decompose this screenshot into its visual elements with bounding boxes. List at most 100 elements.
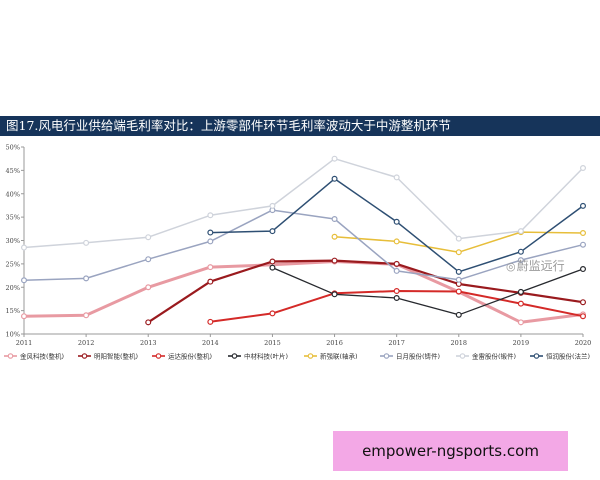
- legend-marker: [383, 353, 390, 359]
- data-point: [455, 235, 462, 242]
- series-line: [23, 157, 584, 249]
- data-point: [83, 239, 90, 246]
- data-point: [393, 267, 400, 274]
- data-point: [331, 155, 338, 162]
- x-tick-label: 2016: [326, 339, 343, 347]
- series-4: [269, 264, 586, 318]
- legend-marker: [231, 353, 238, 359]
- data-point: [331, 291, 338, 298]
- data-point: [331, 175, 338, 182]
- data-point: [269, 264, 276, 271]
- series-8: [207, 175, 586, 275]
- data-point: [579, 165, 586, 172]
- data-point: [207, 238, 214, 245]
- data-point: [455, 288, 462, 295]
- legend-marker: [307, 353, 314, 359]
- data-point: [207, 318, 214, 325]
- legend-marker: [7, 353, 14, 359]
- data-point: [517, 248, 524, 255]
- x-tick-label: 2012: [78, 339, 95, 347]
- y-tick-label: 30%: [6, 237, 20, 245]
- data-point: [207, 212, 214, 219]
- data-point: [579, 313, 586, 320]
- watermark: ◎蔚监远行: [506, 257, 565, 274]
- data-point: [393, 295, 400, 302]
- y-tick-label: 25%: [6, 260, 20, 268]
- data-point: [145, 319, 152, 326]
- data-point: [393, 287, 400, 294]
- x-tick-label: 2018: [451, 339, 468, 347]
- series-1: [21, 258, 586, 326]
- data-point: [517, 319, 524, 326]
- data-point: [517, 228, 524, 235]
- data-point: [145, 284, 152, 291]
- chart-title-bar: 图17.风电行业供给端毛利率对比：上游零部件环节毛利率波动大于中游整机环节: [0, 116, 600, 136]
- data-point: [579, 230, 586, 237]
- data-point: [83, 312, 90, 319]
- data-point: [145, 234, 152, 241]
- legend-marker: [155, 353, 162, 359]
- series-6: [21, 207, 586, 284]
- legend-marker: [533, 353, 540, 359]
- data-point: [21, 313, 28, 320]
- y-tick-label: 50%: [6, 144, 20, 152]
- data-point: [579, 266, 586, 273]
- data-point: [579, 241, 586, 248]
- x-tick-label: 2015: [264, 339, 281, 347]
- chart-axes: 10% 15% 20% 25% 30% 35% 40% 45% 50% 2011 2012 2013 2…: [6, 144, 592, 348]
- data-point: [269, 228, 276, 235]
- data-point: [269, 202, 276, 209]
- y-tick-label: 10%: [6, 331, 20, 339]
- data-point: [269, 310, 276, 317]
- legend-entry: 恒润股份(法兰): [546, 352, 590, 361]
- x-tick-label: 2011: [16, 339, 33, 347]
- data-point: [455, 276, 462, 283]
- watermark-text: 蔚监远行: [516, 259, 565, 273]
- legend-entry: 运达股份(整机): [168, 352, 212, 361]
- legend-marker: [81, 353, 88, 359]
- data-point: [207, 278, 214, 285]
- x-tick-label: 2017: [388, 339, 405, 347]
- legend-entry: 中材科技(叶片): [244, 352, 288, 361]
- series-line: [147, 259, 584, 324]
- data-point: [517, 257, 524, 264]
- y-tick-label: 35%: [6, 214, 20, 222]
- y-tick-label: 20%: [6, 284, 20, 292]
- x-tick-label: 2019: [513, 339, 530, 347]
- data-point: [579, 202, 586, 209]
- data-point: [393, 260, 400, 267]
- series-5: [331, 229, 586, 256]
- data-point: [393, 238, 400, 245]
- site-url-banner[interactable]: empower-ngsports.com: [333, 431, 568, 471]
- legend-entry: 明阳智能(整机): [94, 352, 138, 361]
- data-point: [207, 229, 214, 236]
- legend-entry: 新强联(轴承): [320, 352, 358, 361]
- legend-entry: 日月股份(铸件): [396, 352, 440, 361]
- data-point: [455, 311, 462, 318]
- data-point: [269, 258, 276, 265]
- legend-marker: [459, 353, 466, 359]
- legend-entry: 金雷股份(锻件): [472, 352, 516, 361]
- data-point: [207, 264, 214, 271]
- series-line: [23, 209, 584, 281]
- line-chart: 10% 15% 20% 25% 30% 35% 40% 45% 50% 2011 2012 2013 2…: [4, 144, 592, 361]
- data-point: [517, 300, 524, 307]
- data-point: [21, 277, 28, 284]
- data-point: [393, 218, 400, 225]
- legend-entry: 金风科技(整机): [20, 352, 64, 361]
- data-point: [517, 288, 524, 295]
- wechat-icon: ◎: [506, 260, 516, 273]
- x-tick-label: 2014: [202, 339, 219, 347]
- x-tick-label: 2020: [575, 339, 592, 347]
- series-line: [272, 267, 584, 316]
- data-point: [455, 268, 462, 275]
- data-point: [21, 244, 28, 251]
- y-tick-label: 40%: [6, 190, 20, 198]
- y-tick-label: 15%: [6, 307, 20, 315]
- data-point: [145, 256, 152, 263]
- data-point: [331, 215, 338, 222]
- y-tick-label: 45%: [6, 167, 20, 175]
- chart-legend: 金风科技(整机) 明阳智能(整机) 运达股份(整机) 中材科技(叶片) 新强联(轴承) 日…: [4, 352, 590, 361]
- data-point: [455, 249, 462, 256]
- data-point: [83, 275, 90, 282]
